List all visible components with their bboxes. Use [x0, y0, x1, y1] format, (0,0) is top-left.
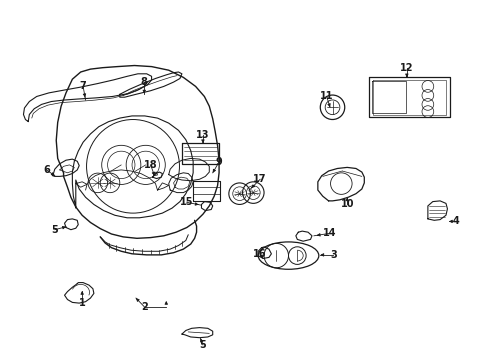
Text: 8: 8 — [141, 77, 147, 87]
Text: 18: 18 — [143, 160, 157, 170]
Text: 11: 11 — [319, 91, 333, 102]
Text: 12: 12 — [399, 63, 413, 73]
Text: 5: 5 — [199, 340, 206, 350]
Text: 3: 3 — [329, 250, 336, 260]
Text: 13: 13 — [196, 130, 209, 140]
Text: 4: 4 — [451, 216, 458, 226]
Text: 16: 16 — [253, 249, 266, 259]
Text: 15: 15 — [180, 197, 193, 207]
Text: 14: 14 — [323, 228, 336, 238]
Text: 1: 1 — [79, 298, 85, 308]
Text: 6: 6 — [43, 165, 50, 175]
Text: 7: 7 — [80, 81, 86, 91]
Text: 5: 5 — [51, 225, 58, 235]
Text: 2: 2 — [141, 302, 147, 312]
Text: 9: 9 — [215, 157, 222, 167]
Text: 17: 17 — [253, 174, 266, 184]
Text: 10: 10 — [340, 199, 353, 210]
